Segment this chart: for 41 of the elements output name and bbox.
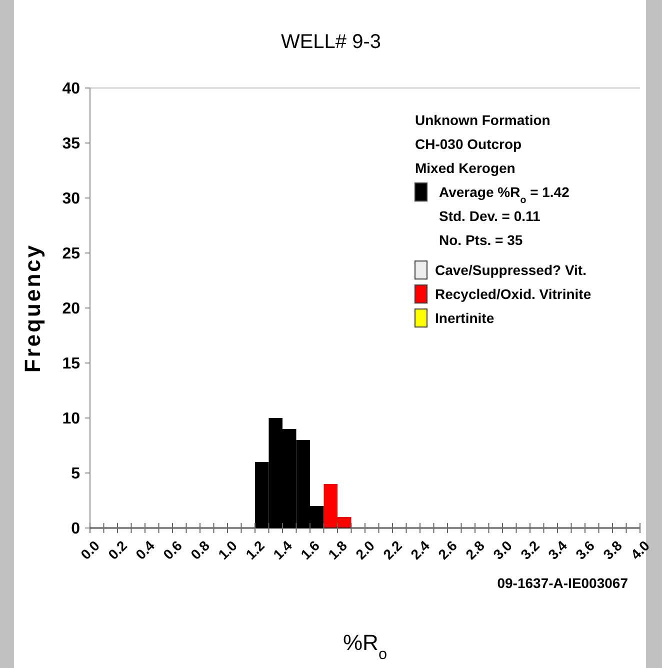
x-tick-label: 3.0 xyxy=(490,537,516,562)
x-tick-label: 0.2 xyxy=(104,537,130,562)
x-tick-label: 3.8 xyxy=(600,537,626,562)
x-tick-label: 0.8 xyxy=(187,537,213,562)
x-axis-title: %R$_{o}$ xyxy=(342,630,388,662)
y-tick-label: 30 xyxy=(62,190,80,208)
x-tick-label: 1.0 xyxy=(214,537,240,562)
y-axis-title: Frequency xyxy=(20,243,45,373)
y-tick-label: 0 xyxy=(71,520,80,538)
x-tick-label: 2.2 xyxy=(380,537,406,562)
x-tick-label: 3.2 xyxy=(517,537,543,562)
annotation: Inertinite xyxy=(435,310,494,326)
text: 09-1637-A-IE003067 xyxy=(497,575,628,591)
annotation: Std. Dev. = 0.11 xyxy=(439,208,541,224)
y-tick-label: 5 xyxy=(71,466,80,483)
y-tick-label: 25 xyxy=(62,246,80,263)
annotation: Cave/Suppressed? Vit. xyxy=(435,262,586,278)
y-tick-label: 10 xyxy=(62,410,80,428)
legend-label: Recycled/Oxid. Vitrinite xyxy=(435,286,592,302)
x-tick-label: 3.4 xyxy=(544,537,570,562)
x-tick-label: 1.2 xyxy=(242,537,268,562)
y-tick-label: 15 xyxy=(62,356,80,373)
legend-label: Average %R$_{o}$ = 1.42 xyxy=(439,184,570,206)
x-tick-label: 2.8 xyxy=(462,537,488,562)
x-tick-label: 0.0 xyxy=(77,537,103,562)
x-tick-label: 2.4 xyxy=(407,537,433,562)
x-tick-label: 1.6 xyxy=(297,537,323,562)
x-tick-label: 4.0 xyxy=(627,537,653,562)
x-tick-label: 3.6 xyxy=(572,537,598,562)
x-tick-label: 1.8 xyxy=(324,537,350,562)
x-tick-label: 2.0 xyxy=(352,537,378,562)
y-tick-label: 20 xyxy=(62,300,80,318)
x-tick-label: 1.4 xyxy=(270,537,296,562)
y-tick-label: 40 xyxy=(62,80,80,98)
x-tick-label: 0.6 xyxy=(160,537,186,562)
chart-title: WELL# 9-3 xyxy=(280,31,382,53)
x-tick-label: 0.4 xyxy=(132,537,158,562)
x-tick-label: 2.6 xyxy=(434,537,460,562)
y-tick-label: 35 xyxy=(62,136,80,153)
annotation: No. Pts. = 35 xyxy=(439,232,523,248)
legend-title: Unknown Formation CH-030 Outcrop Mixed Kerogen xyxy=(415,112,550,176)
